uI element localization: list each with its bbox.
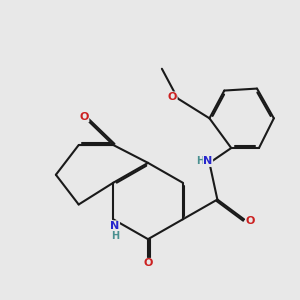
- Text: N: N: [110, 221, 119, 231]
- Text: O: O: [246, 216, 255, 226]
- Text: H: H: [196, 156, 205, 167]
- Text: O: O: [80, 112, 89, 122]
- Text: N: N: [203, 156, 213, 167]
- Text: O: O: [143, 258, 153, 268]
- Text: H: H: [111, 231, 119, 241]
- Text: O: O: [168, 92, 177, 102]
